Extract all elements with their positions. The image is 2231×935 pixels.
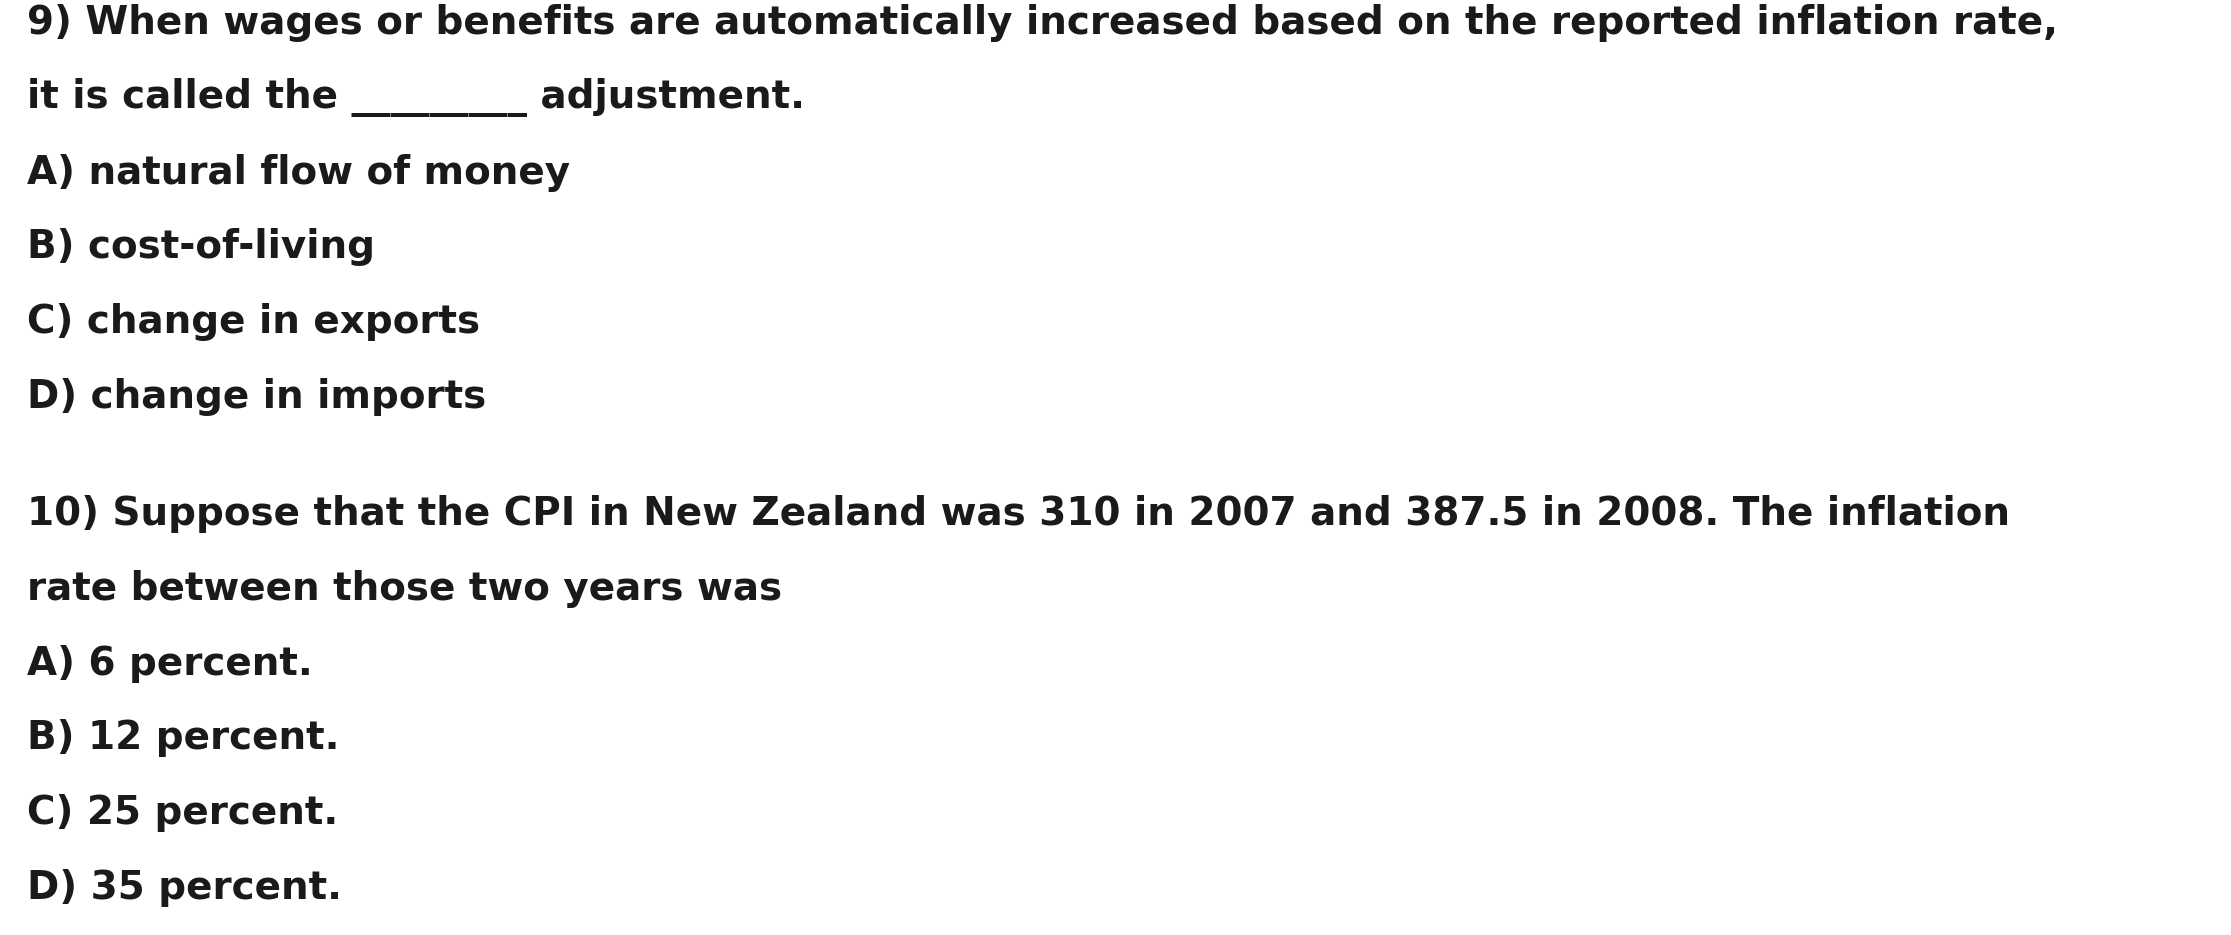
- Text: 9) When wages or benefits are automatically increased based on the reported infl: 9) When wages or benefits are automatica…: [27, 4, 2057, 42]
- Text: 10) Suppose that the CPI in New Zealand was 310 in 2007 and 387.5 in 2008. The i: 10) Suppose that the CPI in New Zealand …: [27, 495, 2010, 533]
- Text: A) 6 percent.: A) 6 percent.: [27, 644, 312, 683]
- Text: rate between those two years was: rate between those two years was: [27, 569, 781, 608]
- Text: D) 35 percent.: D) 35 percent.: [27, 869, 341, 907]
- Text: C) change in exports: C) change in exports: [27, 303, 480, 341]
- Text: D) change in imports: D) change in imports: [27, 378, 486, 416]
- Text: B) cost-of-living: B) cost-of-living: [27, 228, 375, 266]
- Text: it is called the _________ adjustment.: it is called the _________ adjustment.: [27, 78, 805, 117]
- Text: A) natural flow of money: A) natural flow of money: [27, 153, 569, 192]
- Text: B) 12 percent.: B) 12 percent.: [27, 719, 339, 757]
- Text: C) 25 percent.: C) 25 percent.: [27, 794, 339, 832]
